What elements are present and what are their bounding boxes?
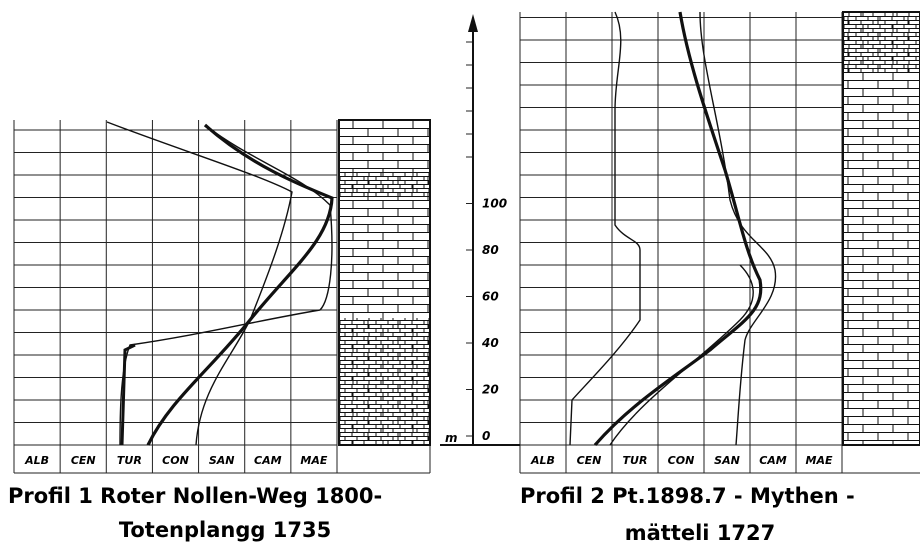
caption: Profil 1 Roter Nollen-Weg 1800- — [8, 484, 382, 508]
curve — [122, 345, 135, 445]
scale-arrow — [468, 14, 478, 32]
curve — [700, 12, 776, 445]
stage-label: CEN — [71, 454, 96, 467]
curve — [148, 125, 332, 445]
stage-label: SAN — [714, 454, 740, 467]
stage-label: CON — [162, 454, 189, 467]
scale-label: 40 — [481, 336, 499, 350]
stage-label: CEN — [577, 454, 602, 467]
curve — [570, 12, 640, 445]
stage-label: ALB — [530, 454, 555, 467]
curve — [120, 125, 332, 445]
lithology-band — [339, 318, 430, 445]
labels: ALB CEN TUR CON SAN CAM MAE ALB CEN TUR CON SAN CAM M… — [8, 197, 855, 546]
stage-label: SAN — [209, 454, 235, 467]
caption: Totenplangg 1735 — [119, 518, 331, 542]
lithology-band — [843, 12, 920, 72]
stage-label: TUR — [117, 454, 142, 467]
stage-label: CAM — [254, 454, 282, 467]
stage-label: CAM — [759, 454, 787, 467]
stage-label: CON — [668, 454, 695, 467]
figure: ALB CEN TUR CON SAN CAM MAE ALB CEN TUR CON SAN CAM M… — [0, 0, 920, 548]
lithology-column — [843, 12, 920, 445]
scale-label: 80 — [482, 243, 499, 257]
caption: Profil 2 Pt.1898.7 - Mythen - — [520, 484, 855, 508]
scale-label: 0 — [482, 429, 490, 443]
grid — [14, 12, 920, 473]
scale-label: 20 — [482, 383, 499, 397]
stage-label: ALB — [24, 454, 49, 467]
scale-unit: m — [445, 431, 458, 445]
caption: mätteli 1727 — [625, 521, 776, 545]
curve — [595, 12, 761, 445]
stage-label: TUR — [623, 454, 648, 467]
lithology-band — [339, 172, 430, 197]
curve — [107, 122, 292, 445]
scale-label: 60 — [482, 290, 499, 304]
scale-label: 100 — [482, 197, 507, 211]
stage-label: MAE — [806, 454, 833, 467]
stage-label: MAE — [300, 454, 327, 467]
